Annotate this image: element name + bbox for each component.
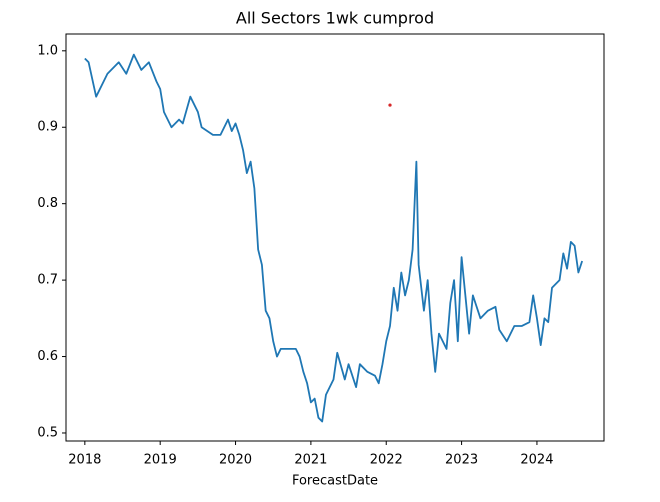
x-tick-label: 2022 [370,453,403,468]
y-tick-label: 0.8 [37,196,58,211]
y-tick-label: 0.5 [37,425,58,440]
y-tick-label: 0.7 [37,273,58,288]
x-tick-label: 2023 [445,453,478,468]
plot-frame [65,33,605,442]
x-tick-label: 2020 [219,453,252,468]
x-axis-label: ForecastDate [292,474,378,489]
x-tick-label: 2021 [294,453,327,468]
data-point [388,103,392,107]
data-line [84,53,584,423]
x-tick-label: 2019 [144,453,177,468]
x-tick-label: 2018 [68,453,101,468]
y-tick-label: 0.9 [37,120,58,135]
x-tick-label: 2024 [520,453,553,468]
chart-title: All Sectors 1wk cumprod [236,9,434,28]
y-tick-label: 0.6 [37,349,58,364]
y-tick-label: 1.0 [37,43,58,58]
